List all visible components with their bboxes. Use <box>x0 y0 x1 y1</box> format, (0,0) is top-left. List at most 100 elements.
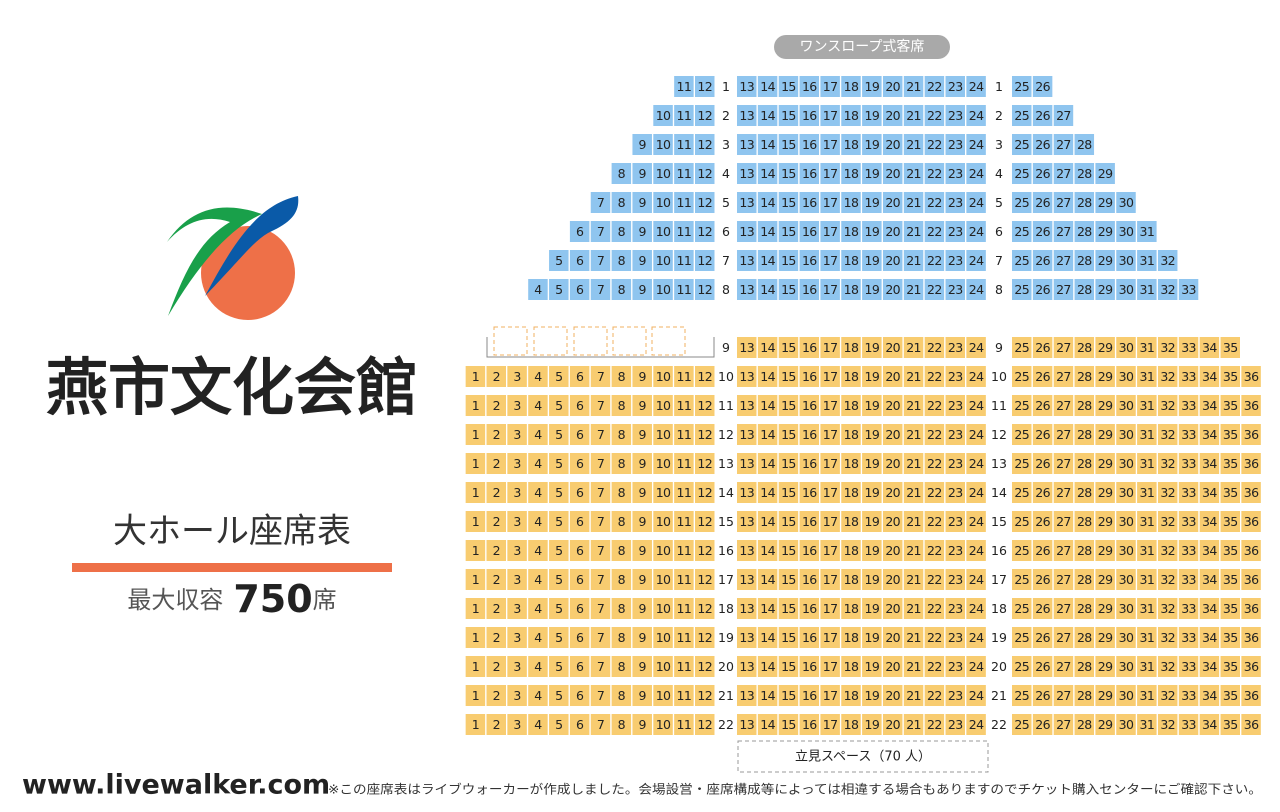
seat <box>841 453 861 474</box>
seat-number: 19 <box>864 601 879 616</box>
seat-number: 30 <box>1119 543 1134 558</box>
row-label: 11 <box>991 398 1007 413</box>
seat <box>903 395 924 416</box>
seat-number: 26 <box>1035 543 1050 558</box>
seat <box>1241 366 1261 387</box>
seat <box>465 598 486 619</box>
seat <box>695 453 715 474</box>
seat <box>1095 685 1115 706</box>
seat-number: 13 <box>739 543 754 558</box>
seat-number: 29 <box>1098 688 1113 703</box>
seat <box>1241 569 1261 590</box>
seat <box>695 250 715 271</box>
seat-number: 10 <box>656 282 671 297</box>
seat-number: 14 <box>760 630 775 645</box>
row-label: 5 <box>722 195 730 210</box>
seat-number: 18 <box>844 514 859 529</box>
seat-number: 10 <box>656 369 671 384</box>
seat-number: 2 <box>493 456 500 471</box>
seat <box>611 424 632 445</box>
seat-number: 21 <box>906 369 921 384</box>
seat <box>757 279 778 300</box>
seat-number: 23 <box>948 717 963 732</box>
balcony-label: ワンスロープ式客席 <box>800 38 925 55</box>
seat <box>966 76 986 97</box>
seat <box>1137 540 1157 561</box>
seat <box>903 366 924 387</box>
seat <box>757 250 778 271</box>
seat-number: 23 <box>948 601 963 616</box>
seat-number: 24 <box>969 166 984 181</box>
seat <box>590 685 611 706</box>
seat <box>465 395 486 416</box>
seat-number: 26 <box>1035 717 1050 732</box>
seat-number: 35 <box>1223 630 1238 645</box>
seat-number: 16 <box>802 572 817 587</box>
seat-number: 11 <box>677 514 692 529</box>
seat <box>1074 395 1095 416</box>
seat-number: 7 <box>597 282 604 297</box>
seat <box>1053 540 1074 561</box>
seat <box>778 221 799 242</box>
seat-number: 4 <box>534 369 542 384</box>
seat-number: 8 <box>618 282 626 297</box>
seat <box>882 395 903 416</box>
seat <box>632 540 652 561</box>
seat-number: 33 <box>1181 427 1196 442</box>
seat <box>1053 337 1074 358</box>
seat-number: 29 <box>1098 717 1113 732</box>
seat-number: 18 <box>844 456 859 471</box>
seat <box>757 569 778 590</box>
seat <box>1074 163 1095 184</box>
seat-number: 9 <box>639 253 647 268</box>
seat <box>674 714 694 735</box>
seat <box>653 221 673 242</box>
seat-number: 18 <box>844 340 859 355</box>
seat <box>1157 482 1178 503</box>
seat-number: 15 <box>781 514 796 529</box>
seat <box>841 511 861 532</box>
seat-number: 27 <box>1056 601 1071 616</box>
seat <box>1241 395 1261 416</box>
row-label: 14 <box>991 485 1007 500</box>
seat-number: 20 <box>885 630 900 645</box>
seat <box>632 134 652 155</box>
seat <box>1116 482 1136 503</box>
seat <box>549 395 569 416</box>
row-label: 10 <box>991 369 1007 384</box>
seat-number: 11 <box>677 659 692 674</box>
seat-number: 10 <box>656 630 671 645</box>
seat-number: 13 <box>739 688 754 703</box>
seat-number: 16 <box>802 543 817 558</box>
seat <box>632 395 652 416</box>
seat <box>695 656 715 677</box>
seat-number: 10 <box>656 717 671 732</box>
seat <box>632 279 652 300</box>
seat-number: 24 <box>969 195 984 210</box>
seat <box>674 685 694 706</box>
seat-number: 14 <box>760 166 775 181</box>
seat-number: 25 <box>1014 137 1029 152</box>
seat-number: 28 <box>1077 282 1092 297</box>
seat-number: 36 <box>1244 717 1259 732</box>
seat-number: 28 <box>1077 717 1092 732</box>
row-label: 10 <box>718 369 734 384</box>
seat <box>820 424 840 445</box>
seat-number: 14 <box>760 224 775 239</box>
seat-number: 24 <box>969 340 984 355</box>
seat <box>1053 134 1074 155</box>
seat-number: 9 <box>639 717 647 732</box>
seat-number: 32 <box>1160 456 1175 471</box>
seat-number: 30 <box>1119 340 1134 355</box>
seat <box>1095 714 1115 735</box>
seat-number: 1 <box>472 456 479 471</box>
seat <box>924 337 945 358</box>
seat <box>1032 627 1053 648</box>
seat-number: 3 <box>513 717 520 732</box>
seat-number: 8 <box>618 485 626 500</box>
seat <box>737 656 757 677</box>
seat-number: 5 <box>555 369 562 384</box>
seat-number: 33 <box>1181 717 1196 732</box>
seat <box>737 163 757 184</box>
seat-number: 10 <box>656 514 671 529</box>
